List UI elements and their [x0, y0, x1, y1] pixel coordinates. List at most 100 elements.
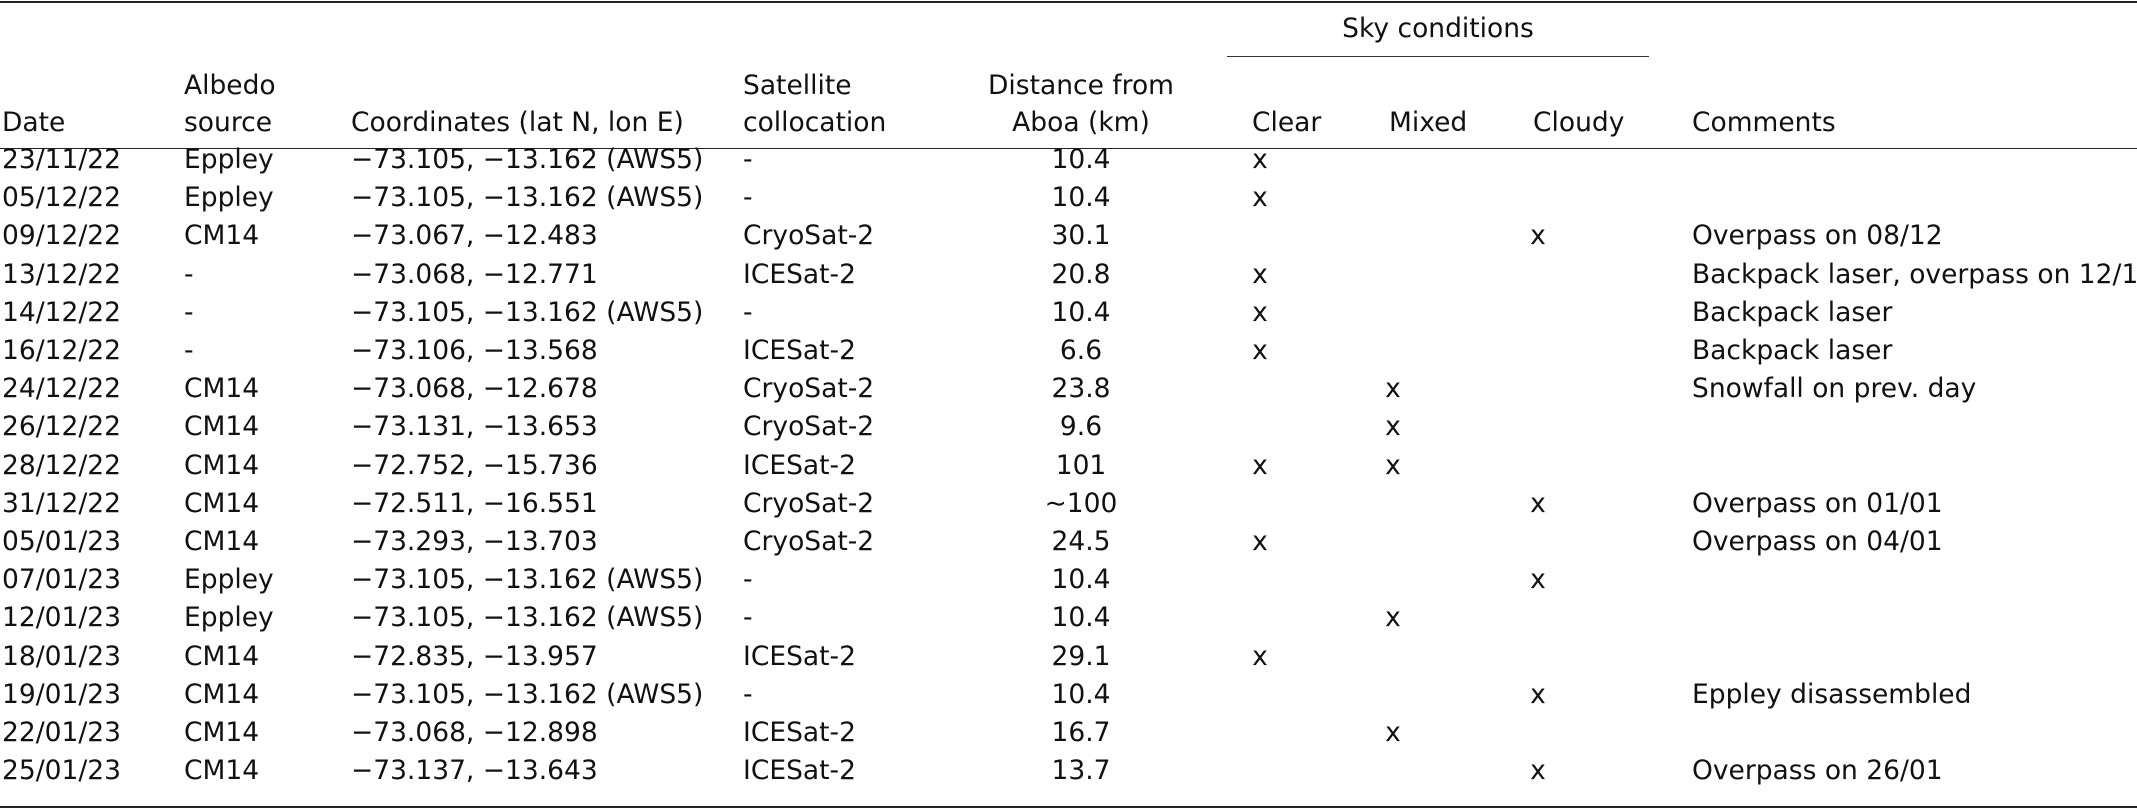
- cell-coordinates: −73.106, −13.568: [351, 335, 598, 366]
- header-albedo-line2: source: [184, 107, 273, 138]
- sky-conditions-span-rule: [1227, 56, 1649, 57]
- header-satellite-line2: collocation: [743, 107, 887, 138]
- cell-date: 18/01/23: [2, 640, 122, 672]
- cell-date: 05/01/23: [2, 526, 122, 557]
- cell-date: 26/12/22: [2, 411, 122, 443]
- cell-clear-mark: x: [1252, 258, 1268, 290]
- cell-distance: 29.1: [1051, 640, 1111, 672]
- cell-cloudy-mark: x: [1530, 564, 1546, 596]
- cell-clear-mark: x: [1252, 296, 1268, 328]
- cell-albedo-source: -: [184, 335, 194, 366]
- cell-coordinates: −73.293, −13.703: [351, 526, 598, 557]
- cell-date: 19/01/23: [2, 678, 122, 710]
- cell-comment: Eppley disassembled: [1692, 678, 1972, 710]
- cell-mixed-mark: x: [1385, 449, 1401, 481]
- cell-satellite: CryoSat-2: [743, 373, 875, 405]
- cell-distance: 10.4: [1051, 144, 1111, 175]
- cell-coordinates: −73.068, −12.771: [351, 258, 598, 290]
- cell-clear-mark: x: [1252, 640, 1268, 672]
- cell-satellite: ICESat-2: [743, 449, 856, 481]
- cell-coordinates: −72.835, −13.957: [351, 640, 598, 672]
- cell-satellite: -: [743, 182, 753, 214]
- cell-comment: Backpack laser: [1692, 296, 1893, 328]
- cell-albedo-source: CM14: [184, 717, 260, 748]
- cell-coordinates: −73.131, −13.653: [351, 411, 598, 443]
- cell-clear-mark: x: [1252, 182, 1268, 214]
- cell-date: 07/01/23: [2, 564, 122, 596]
- cell-clear-mark: x: [1252, 526, 1268, 557]
- cell-satellite: ICESat-2: [743, 755, 856, 787]
- cell-distance: 13.7: [1051, 755, 1111, 787]
- cell-cloudy-mark: x: [1530, 487, 1546, 519]
- cell-satellite: -: [743, 564, 753, 596]
- header-bottom-rule: [0, 148, 2137, 149]
- cell-albedo-source: CM14: [184, 220, 260, 252]
- cell-date: 05/12/22: [2, 182, 122, 214]
- cell-albedo-source: Eppley: [184, 144, 274, 175]
- cell-coordinates: −73.067, −12.483: [351, 220, 598, 252]
- cell-distance: 16.7: [1051, 717, 1111, 748]
- cell-distance: 30.1: [1051, 220, 1111, 252]
- cell-distance: 10.4: [1051, 296, 1111, 328]
- cell-comment: Backpack laser, overpass on 12/12: [1692, 258, 2137, 290]
- header-coordinates: Coordinates (lat N, lon E): [351, 107, 684, 138]
- cell-coordinates: −73.105, −13.162 (AWS5): [351, 564, 704, 596]
- cell-date: 12/01/23: [2, 602, 122, 634]
- cell-distance: 10.4: [1051, 602, 1111, 634]
- cell-albedo-source: -: [184, 258, 194, 290]
- cell-satellite: ICESat-2: [743, 717, 856, 748]
- cell-coordinates: −73.105, −13.162 (AWS5): [351, 602, 704, 634]
- cell-distance: 10.4: [1051, 678, 1111, 710]
- cell-clear-mark: x: [1252, 335, 1268, 366]
- cell-albedo-source: CM14: [184, 373, 260, 405]
- cell-satellite: -: [743, 144, 753, 175]
- cell-mixed-mark: x: [1385, 717, 1401, 748]
- cell-satellite: ICESat-2: [743, 640, 856, 672]
- cell-coordinates: −72.511, −16.551: [351, 487, 598, 519]
- cell-date: 24/12/22: [2, 373, 122, 405]
- cell-satellite: -: [743, 678, 753, 710]
- cell-coordinates: −73.105, −13.162 (AWS5): [351, 296, 704, 328]
- cell-distance: ∼100: [1044, 487, 1118, 519]
- cell-clear-mark: x: [1252, 144, 1268, 175]
- cell-clear-mark: x: [1252, 449, 1268, 481]
- cell-albedo-source: CM14: [184, 526, 260, 557]
- cell-date: 28/12/22: [2, 449, 122, 481]
- header-sky-conditions: Sky conditions: [1342, 13, 1534, 44]
- cell-albedo-source: CM14: [184, 411, 260, 443]
- cell-satellite: CryoSat-2: [743, 526, 875, 557]
- cell-albedo-source: CM14: [184, 755, 260, 787]
- cell-mixed-mark: x: [1385, 602, 1401, 634]
- cell-satellite: ICESat-2: [743, 335, 856, 366]
- cell-comment: Overpass on 04/01: [1692, 526, 1943, 557]
- cell-coordinates: −73.068, −12.898: [351, 717, 598, 748]
- cell-mixed-mark: x: [1385, 411, 1401, 443]
- cell-cloudy-mark: x: [1530, 220, 1546, 252]
- cell-satellite: CryoSat-2: [743, 220, 875, 252]
- header-comments: Comments: [1692, 107, 1836, 138]
- cell-date: 13/12/22: [2, 258, 122, 290]
- cell-albedo-source: CM14: [184, 487, 260, 519]
- cell-date: 14/12/22: [2, 296, 122, 328]
- cell-albedo-source: Eppley: [184, 602, 274, 634]
- cell-date: 22/01/23: [2, 717, 122, 748]
- cell-distance: 10.4: [1051, 564, 1111, 596]
- header-distance-line2: Aboa (km): [1012, 107, 1150, 138]
- cell-comment: Overpass on 01/01: [1692, 487, 1943, 519]
- cell-mixed-mark: x: [1385, 373, 1401, 405]
- cell-date: 31/12/22: [2, 487, 122, 519]
- cell-albedo-source: CM14: [184, 449, 260, 481]
- cell-albedo-source: Eppley: [184, 564, 274, 596]
- cell-satellite: CryoSat-2: [743, 411, 875, 443]
- cell-coordinates: −73.137, −13.643: [351, 755, 598, 787]
- cell-coordinates: −72.752, −15.736: [351, 449, 598, 481]
- header-cloudy: Cloudy: [1533, 107, 1625, 138]
- table-top-rule: [0, 1, 2137, 3]
- header-distance-line1: Distance from: [988, 70, 1174, 101]
- header-mixed: Mixed: [1389, 107, 1468, 138]
- cell-satellite: CryoSat-2: [743, 487, 875, 519]
- cell-distance: 23.8: [1051, 373, 1111, 405]
- cell-albedo-source: Eppley: [184, 182, 274, 214]
- cell-coordinates: −73.105, −13.162 (AWS5): [351, 678, 704, 710]
